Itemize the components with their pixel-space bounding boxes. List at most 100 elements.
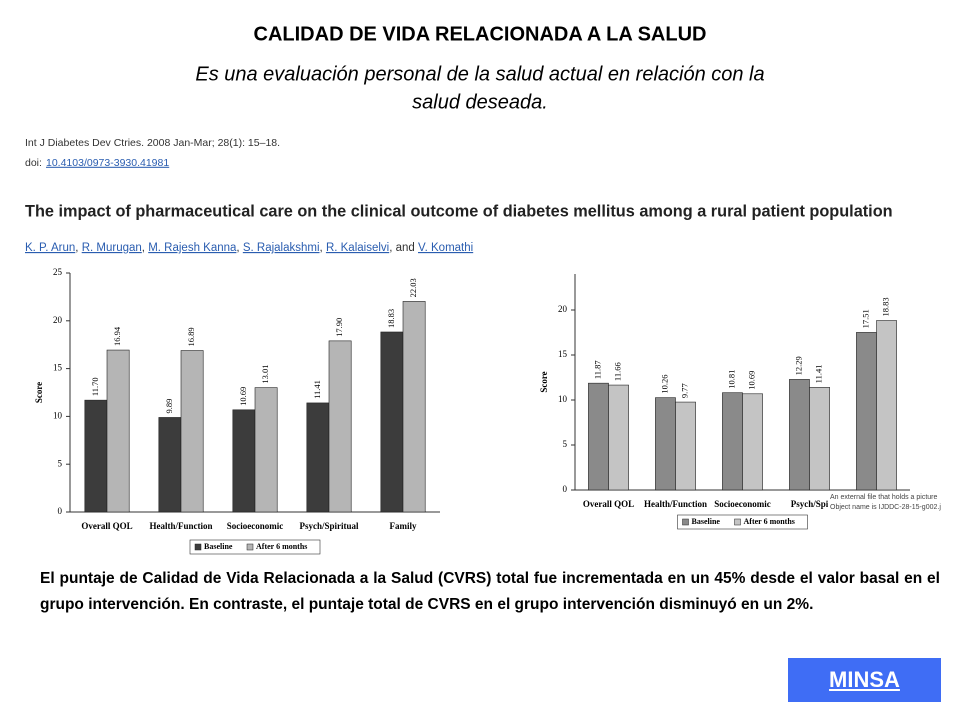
bar xyxy=(809,387,830,491)
y-tick-label: 20 xyxy=(558,304,568,314)
y-tick-label: 10 xyxy=(53,410,63,420)
author-separator: , and xyxy=(389,242,415,254)
authors-line: K. P. Arun, R. Murugan, M. Rajesh Kanna,… xyxy=(25,242,473,254)
value-label: 16.89 xyxy=(186,327,196,346)
bar xyxy=(789,379,810,491)
legend-label: Baseline xyxy=(204,542,233,551)
y-tick-label: 15 xyxy=(53,363,63,373)
value-label: 18.83 xyxy=(881,297,891,316)
author-link[interactable]: R. Murugan xyxy=(82,242,142,254)
author-separator: , xyxy=(142,242,145,254)
value-label: 9.77 xyxy=(680,383,690,398)
value-label: 12.29 xyxy=(793,356,803,375)
bar xyxy=(328,340,352,513)
value-label: 22.03 xyxy=(408,278,418,297)
legend-swatch xyxy=(194,543,202,551)
bar xyxy=(380,331,404,513)
y-tick-label: 0 xyxy=(563,484,568,494)
legend-swatch xyxy=(682,518,689,526)
y-tick-label: 0 xyxy=(58,506,63,516)
value-label: 11.41 xyxy=(312,380,322,399)
x-tick-label: Psych/Spiritual xyxy=(299,521,359,531)
value-label: 10.26 xyxy=(659,375,669,394)
bar xyxy=(742,393,763,491)
value-label: 17.90 xyxy=(334,318,344,337)
overlay-note-box xyxy=(828,492,938,514)
value-label: 9.89 xyxy=(164,399,174,414)
value-label: 11.87 xyxy=(592,360,602,379)
doi-link[interactable]: 10.4103/0973-3930.41981 xyxy=(46,157,169,169)
authors: K. P. Arun, R. Murugan, M. Rajesh Kanna,… xyxy=(25,242,473,254)
y-tick-label: 20 xyxy=(53,315,63,325)
journal: Int J Diabetes Dev Ctries. 2008 Jan-Mar;… xyxy=(25,137,280,149)
bar xyxy=(675,401,696,491)
y-tick-label: 15 xyxy=(558,349,568,359)
x-tick-label: Overall QOL xyxy=(583,499,634,509)
bar xyxy=(876,320,897,491)
article-title: The impact of pharmaceutical care on the… xyxy=(25,202,893,220)
title: CALIDAD DE VIDA RELACIONADA A LA SALUD xyxy=(254,23,707,45)
value-label: 13.01 xyxy=(260,364,270,383)
overlay-note: An external file that holds a picture xyxy=(830,494,938,501)
bar xyxy=(856,332,877,491)
x-tick-label: Overall QOL xyxy=(81,521,132,531)
x-tick-label: Health/Function xyxy=(644,499,707,509)
bar xyxy=(588,382,609,491)
value-label: 11.41 xyxy=(814,364,824,383)
author-link[interactable]: V. Komathi xyxy=(418,242,473,254)
bar xyxy=(655,397,676,491)
y-tick-label: 25 xyxy=(53,267,63,277)
author-link[interactable]: M. Rajesh Kanna xyxy=(148,242,237,254)
y-axis-label: Score xyxy=(539,371,549,392)
legend-label: After 6 months xyxy=(744,517,795,526)
charts: 0 5 10 15 20 25 Score Overall QOL 11.70 16.94 Heal… xyxy=(34,267,941,555)
x-tick-label: Family xyxy=(390,521,417,531)
bar xyxy=(180,350,204,513)
y-tick-label: 5 xyxy=(58,458,63,468)
author-separator: , xyxy=(320,242,323,254)
value-label: 17.51 xyxy=(860,309,870,328)
bar xyxy=(158,417,182,513)
value-label: 11.70 xyxy=(90,377,100,396)
author-link[interactable]: S. Rajalakshmi xyxy=(243,242,320,254)
y-tick-label: 5 xyxy=(563,439,568,449)
bar-chart: 0 5 10 15 20 25 Score Overall QOL 11.70 16.94 Heal… xyxy=(34,267,440,555)
legend-label: After 6 months xyxy=(256,542,307,551)
bar xyxy=(254,387,278,513)
subtitle: salud deseada. xyxy=(412,91,548,113)
author-link[interactable]: K. P. Arun xyxy=(25,242,75,254)
bar xyxy=(608,384,629,491)
x-tick-label: Psych/Spi xyxy=(791,499,829,509)
legend-label: Baseline xyxy=(692,517,721,526)
subtitle: Es una evaluación personal de la salud a… xyxy=(195,63,764,85)
legend-swatch xyxy=(734,518,741,526)
value-label: 10.81 xyxy=(726,370,736,389)
author-separator: , xyxy=(75,242,78,254)
bar xyxy=(232,409,256,513)
author-link[interactable]: R. Kalaiselvi xyxy=(326,242,389,254)
bar xyxy=(722,392,743,491)
bar xyxy=(84,399,108,513)
value-label: 10.69 xyxy=(238,387,248,406)
y-tick-label: 10 xyxy=(558,394,568,404)
value-label: 16.94 xyxy=(112,326,122,346)
bar-chart: 0 5 10 15 20 Score Overall QOL 11.87 11.66 Health… xyxy=(539,274,941,530)
overlay-note: Object name is IJDDC-28-15-g002.j xyxy=(830,504,941,511)
value-label: 11.66 xyxy=(613,362,623,381)
legend-box xyxy=(189,539,321,555)
bar xyxy=(402,301,426,513)
x-tick-label: Health/Function xyxy=(149,521,212,531)
bar xyxy=(306,402,330,513)
legend-swatch xyxy=(246,543,254,551)
legend-box xyxy=(677,514,808,530)
minsa-button[interactable]: MINSA xyxy=(788,658,941,702)
bar xyxy=(106,349,130,513)
paragraph: El puntaje de Calidad de Vida Relacionad… xyxy=(40,570,940,613)
value-label: 18.83 xyxy=(386,309,396,328)
x-tick-label: Socioeconomic xyxy=(714,499,771,509)
x-tick-label: Socioeconomic xyxy=(227,521,284,531)
doi-label: doi: xyxy=(25,157,42,169)
value-label: 10.69 xyxy=(747,371,757,390)
